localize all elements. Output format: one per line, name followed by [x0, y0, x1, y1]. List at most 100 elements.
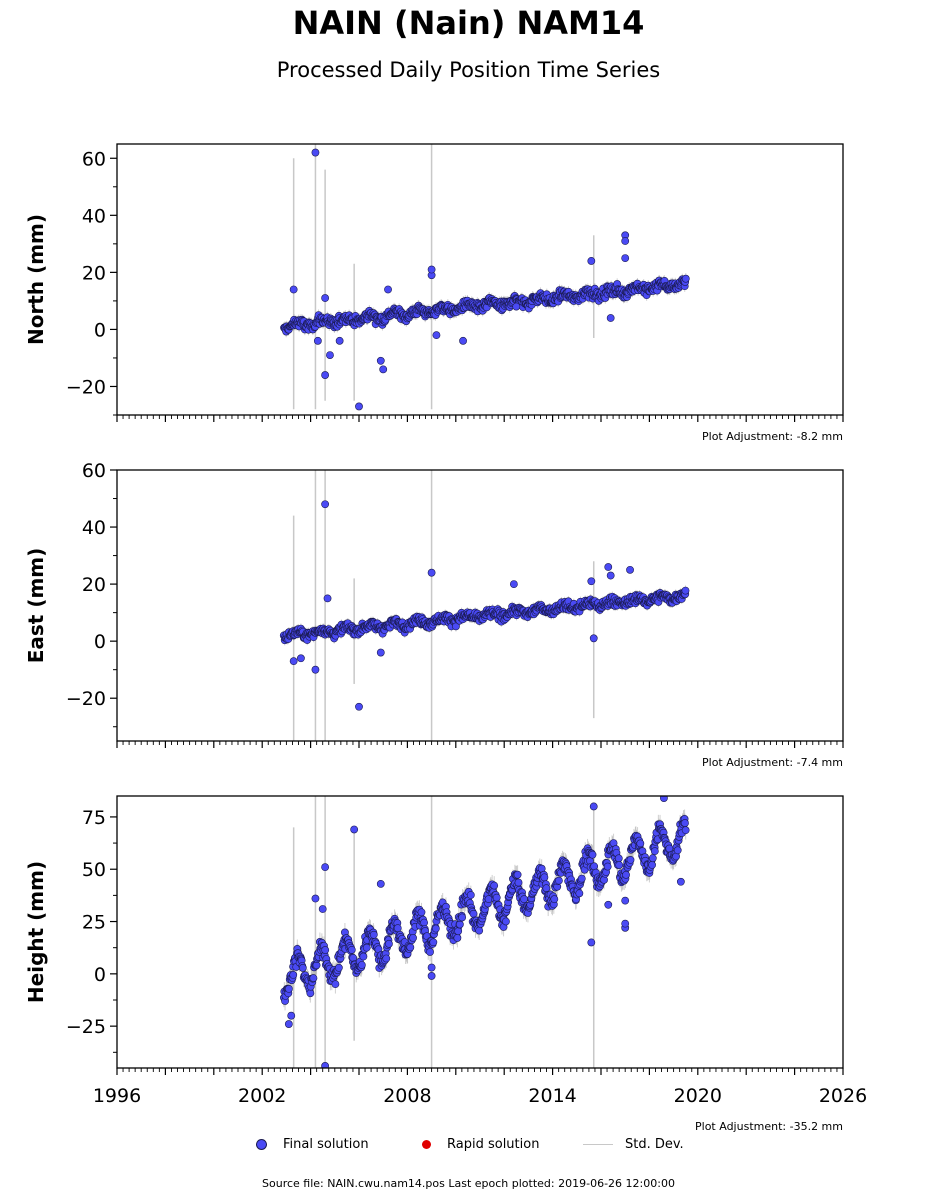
- legend-rapid-label: Rapid solution: [447, 1137, 540, 1152]
- final-solution-point: [660, 796, 668, 802]
- final-solution-point: [475, 926, 484, 935]
- final-solution-point: [636, 839, 645, 848]
- x-tick-label: 2008: [383, 1085, 431, 1107]
- x-tick-label: 2020: [674, 1085, 722, 1107]
- final-solution-point: [385, 939, 393, 948]
- final-solution-point: [347, 945, 356, 954]
- final-solution-point: [376, 879, 385, 888]
- y-axis-label: East (mm): [24, 548, 48, 664]
- final-solution-point: [604, 900, 613, 909]
- final-solution-point: [384, 285, 392, 294]
- final-solution-point: [309, 974, 318, 982]
- plot-area: [279, 796, 690, 1068]
- final-solution-point: [362, 943, 371, 952]
- final-solution-point: [681, 819, 689, 827]
- final-solution-point: [622, 870, 630, 879]
- final-solution-point: [650, 847, 659, 856]
- final-solution-point: [334, 963, 343, 972]
- final-solution-point: [676, 877, 685, 886]
- final-solution-point: [466, 891, 475, 899]
- y-tick-label: −25: [66, 1016, 106, 1038]
- final-solution-point: [311, 665, 320, 674]
- final-solution-point: [587, 938, 596, 947]
- panel-3: −25 0 25 50 75 1996 2002 2008 2014 2020 2026 Height…: [24, 795, 867, 1133]
- final-solution-point: [382, 954, 391, 963]
- final-solution-point: [681, 586, 690, 595]
- plot-frame: [116, 143, 844, 416]
- final-solution-point: [306, 989, 315, 998]
- final-solution-point: [589, 634, 598, 643]
- final-solution-point: [426, 948, 434, 956]
- final-solution-point: [540, 873, 549, 882]
- final-solution-point: [318, 905, 327, 913]
- legend: Final solution Rapid solution Std. Dev.: [0, 1137, 937, 1157]
- y-tick-label: 60: [82, 148, 106, 170]
- legend-final-label: Final solution: [283, 1137, 369, 1152]
- final-solution-point: [289, 285, 298, 294]
- final-solution-point: [621, 919, 630, 928]
- final-solution-point: [321, 1062, 330, 1068]
- final-solution-point: [311, 148, 320, 157]
- final-solution-point: [376, 356, 385, 365]
- final-solution-point: [379, 365, 388, 374]
- final-solution-point: [492, 893, 501, 902]
- final-solution-point: [420, 918, 429, 927]
- final-solution-point: [313, 336, 322, 345]
- final-solution-point: [429, 938, 438, 947]
- y-tick-label: 50: [82, 859, 106, 881]
- final-solution-point: [459, 336, 467, 345]
- plot-adjustment-note: Plot Adjustment: -35.2 mm: [695, 1120, 843, 1133]
- final-solution-point: [542, 884, 551, 893]
- final-solution-point: [520, 895, 528, 904]
- panel-2: −20 0 20 40 60 East (mm) Plot Adjustment: -7.4…: [24, 460, 844, 769]
- final-solution-point: [512, 302, 521, 311]
- final-solution-point: [297, 654, 305, 663]
- plot-adjustment-note: Plot Adjustment: -8.2 mm: [702, 430, 843, 443]
- final-solution-point: [427, 265, 436, 274]
- final-solution-point: [393, 924, 402, 933]
- final-solution-point: [454, 927, 463, 936]
- y-tick-label: −20: [66, 376, 106, 398]
- y-tick-label: 40: [82, 205, 106, 227]
- final-solution-point: [427, 963, 436, 972]
- x-tick-label: 2002: [238, 1085, 286, 1107]
- final-solution-point: [349, 954, 358, 962]
- final-solution-point: [626, 855, 635, 864]
- final-solution-point: [359, 952, 368, 961]
- final-solution-point: [648, 854, 657, 863]
- final-solution-point: [513, 870, 522, 879]
- final-solution-point: [577, 874, 586, 883]
- final-solution-point: [458, 913, 467, 922]
- x-tick-label: 2014: [528, 1085, 576, 1107]
- final-solution-point: [326, 351, 334, 359]
- final-solution-point: [604, 563, 613, 571]
- final-solution-point: [369, 930, 378, 939]
- y-tick-label: 25: [82, 912, 106, 934]
- final-solution-point: [514, 878, 523, 887]
- y-tick-label: 0: [94, 964, 106, 986]
- final-solution-point: [606, 314, 615, 322]
- final-solution-point: [284, 1020, 293, 1028]
- y-axis-label: North (mm): [24, 214, 48, 345]
- y-tick-label: 20: [82, 262, 106, 284]
- plot-area: [279, 470, 690, 741]
- y-tick-label: 20: [82, 574, 106, 596]
- final-solution-point: [331, 980, 340, 989]
- final-solution-point: [575, 889, 584, 898]
- final-solution-point: [432, 331, 441, 340]
- y-axis-label: Height (mm): [24, 861, 48, 1003]
- final-solution-point: [321, 946, 330, 954]
- final-solution-point: [453, 934, 462, 942]
- final-solution-point: [289, 971, 298, 979]
- final-solution-marker-icon: [256, 1139, 267, 1150]
- y-tick-label: 60: [82, 460, 106, 482]
- final-solution-point: [321, 294, 330, 302]
- final-solution-point: [681, 826, 690, 835]
- final-solution-point: [587, 577, 596, 586]
- final-solution-point: [431, 924, 440, 933]
- final-solution-point: [621, 237, 630, 245]
- final-solution-point: [289, 657, 298, 666]
- final-solution-point: [311, 894, 320, 903]
- final-solution-point: [409, 934, 417, 942]
- final-solution-point: [285, 984, 293, 993]
